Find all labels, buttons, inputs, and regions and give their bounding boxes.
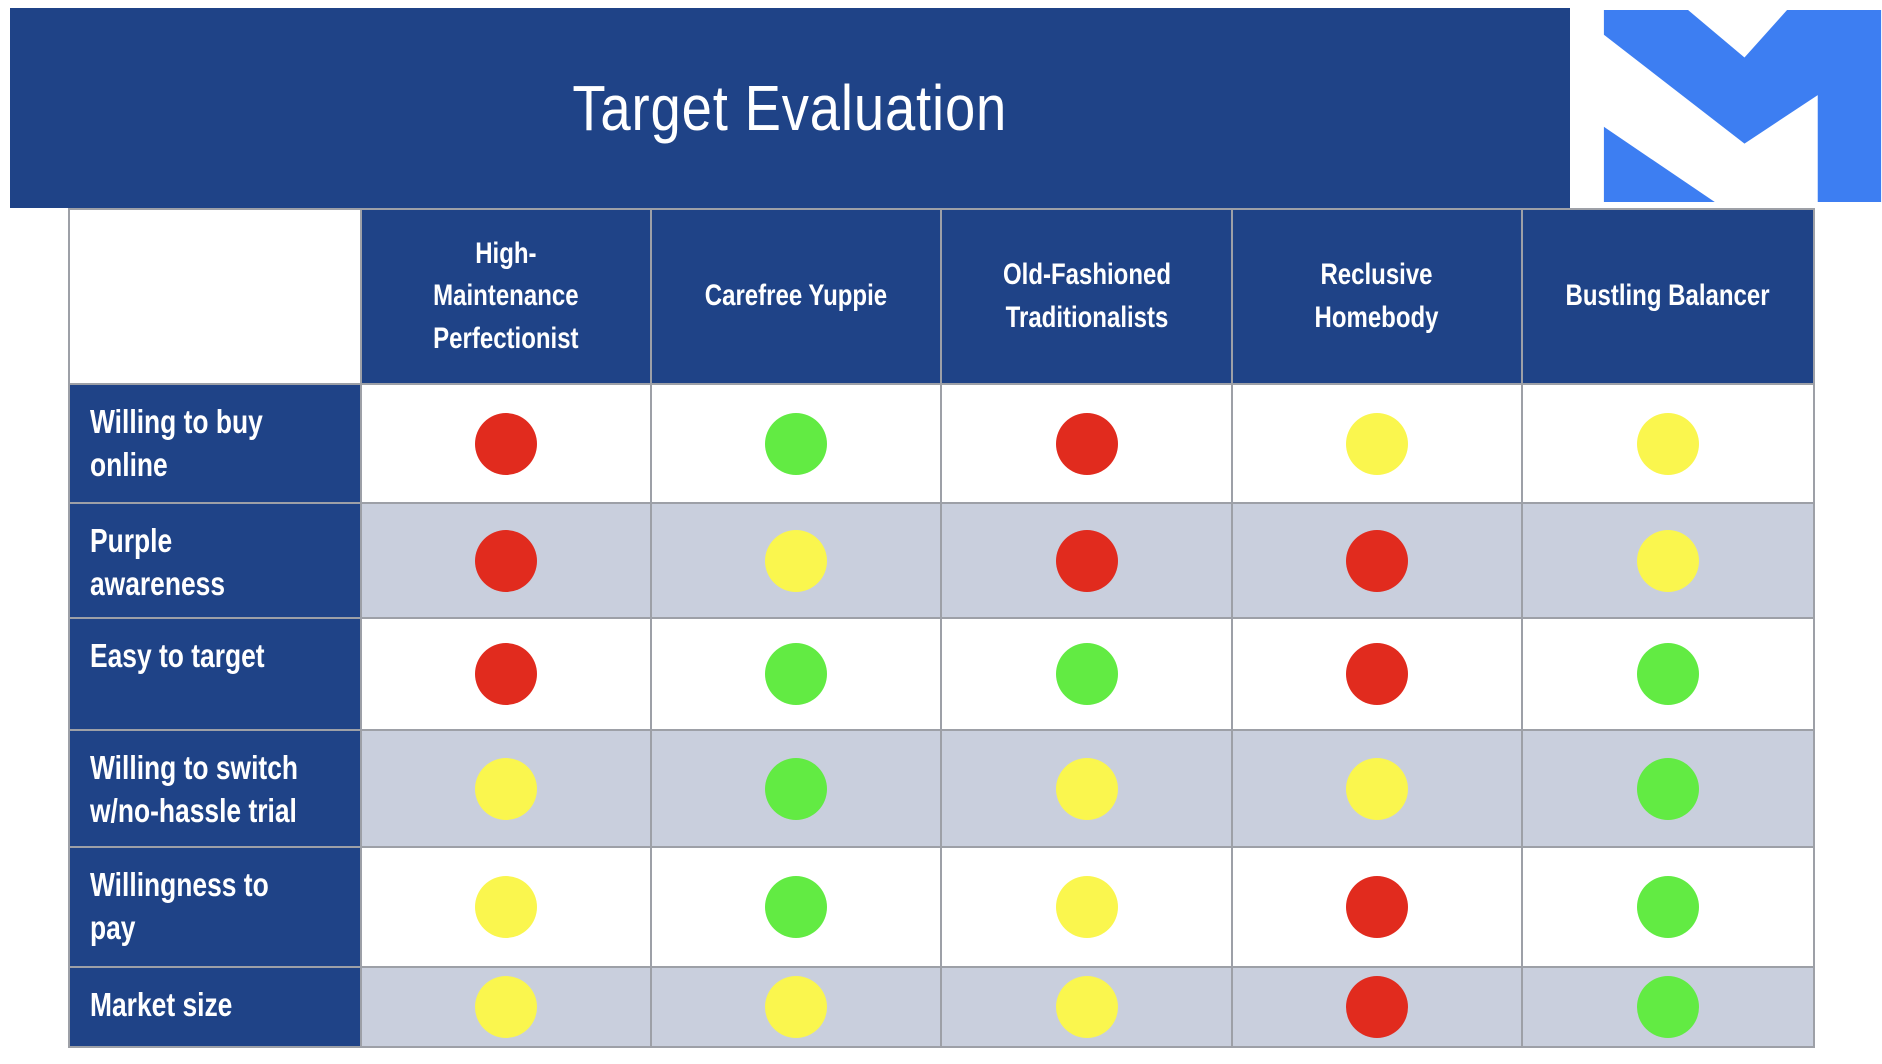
rating-cell — [1523, 385, 1813, 502]
rating-cell — [1523, 619, 1813, 729]
rating-cell — [942, 619, 1231, 729]
rating-cell — [652, 385, 940, 502]
rating-cell — [362, 731, 650, 846]
row-label-text: Easy to target — [90, 637, 265, 674]
rating-cell — [942, 968, 1231, 1046]
column-header-3: Old-Fashioned Traditionalists — [942, 210, 1231, 383]
rating-cell — [1523, 731, 1813, 846]
rating-dot-red — [1346, 976, 1408, 1038]
rating-dot-green — [1637, 757, 1699, 820]
evaluation-table: High- Maintenance Perfectionist Carefree … — [68, 208, 1815, 1048]
rating-dot-red — [475, 529, 537, 592]
rating-dot-yellow — [1637, 529, 1699, 592]
rating-cell — [652, 504, 940, 617]
column-header-label: Old-Fashioned Traditionalists — [1002, 257, 1171, 334]
rating-dot-yellow — [765, 976, 827, 1038]
rating-cell — [362, 385, 650, 502]
rating-cell — [652, 968, 940, 1046]
rating-cell — [1233, 385, 1521, 502]
rating-dot-yellow — [765, 529, 827, 592]
rating-dot-yellow — [475, 976, 537, 1038]
column-header-label: Carefree Yuppie — [704, 279, 888, 313]
rating-cell — [652, 731, 940, 846]
rating-cell — [1523, 504, 1813, 617]
column-header-label: Reclusive Homebody — [1314, 257, 1439, 334]
rating-cell — [942, 731, 1231, 846]
rating-dot-green — [1637, 876, 1699, 938]
rating-dot-green — [1637, 976, 1699, 1038]
column-header-4: Reclusive Homebody — [1233, 210, 1521, 383]
slide-title: Target Evaluation — [572, 72, 1008, 144]
row-label-5: Willingness to pay — [70, 848, 360, 966]
rating-dot-green — [765, 643, 827, 705]
row-label-1: Willing to buy online — [70, 385, 360, 502]
rating-dot-red — [1055, 412, 1118, 475]
rating-cell — [1233, 731, 1521, 846]
rating-dot-yellow — [475, 876, 537, 938]
logo-box — [1570, 0, 1882, 210]
rating-dot-green — [765, 876, 827, 938]
row-label-text: Willing to buy online — [90, 403, 263, 483]
row-label-text: Purple awareness — [90, 522, 226, 602]
rating-dot-red — [1346, 876, 1408, 938]
rating-cell — [1233, 968, 1521, 1046]
rating-cell — [362, 504, 650, 617]
rating-cell — [942, 504, 1231, 617]
rating-cell — [652, 848, 940, 966]
rating-cell — [1233, 504, 1521, 617]
row-label-6: Market size — [70, 968, 360, 1046]
rating-dot-yellow — [1055, 876, 1118, 938]
column-header-2: Carefree Yuppie — [652, 210, 940, 383]
rating-dot-yellow — [1346, 757, 1408, 820]
rating-cell — [1523, 968, 1813, 1046]
rating-dot-green — [765, 757, 827, 820]
row-label-3: Easy to target — [70, 619, 360, 729]
column-header-label: High- Maintenance Perfectionist — [433, 236, 579, 355]
row-label-4: Willing to switch w/no-hassle trial — [70, 731, 360, 846]
rating-dot-red — [475, 412, 537, 475]
column-header-1: High- Maintenance Perfectionist — [362, 210, 650, 383]
column-header-5: Bustling Balancer — [1523, 210, 1813, 383]
rating-dot-yellow — [1637, 412, 1699, 475]
column-header-label: Bustling Balancer — [1565, 279, 1771, 313]
rating-cell — [362, 848, 650, 966]
rating-cell — [1233, 619, 1521, 729]
table-corner-cell — [70, 210, 360, 383]
rating-cell — [652, 619, 940, 729]
rating-cell — [1233, 848, 1521, 966]
rating-cell — [942, 848, 1231, 966]
rating-dot-red — [1346, 643, 1408, 705]
rating-dot-red — [1055, 529, 1118, 592]
row-label-text: Market size — [90, 986, 233, 1023]
title-bar: Target Evaluation — [10, 8, 1570, 208]
rating-dot-green — [1055, 643, 1118, 705]
rating-dot-yellow — [475, 757, 537, 820]
rating-dot-yellow — [1055, 976, 1118, 1038]
rating-cell — [1523, 848, 1813, 966]
rating-dot-yellow — [1346, 412, 1408, 475]
row-label-text: Willing to switch w/no-hassle trial — [90, 749, 299, 829]
row-label-2: Purple awareness — [70, 504, 360, 617]
rating-dot-green — [765, 412, 827, 475]
m-logo-icon — [1603, 9, 1882, 203]
rating-dot-red — [1346, 529, 1408, 592]
rating-cell — [362, 968, 650, 1046]
rating-dot-green — [1637, 643, 1699, 705]
rating-cell — [942, 385, 1231, 502]
rating-cell — [362, 619, 650, 729]
rating-dot-yellow — [1055, 757, 1118, 820]
row-label-text: Willingness to pay — [90, 866, 269, 946]
rating-dot-red — [475, 643, 537, 705]
